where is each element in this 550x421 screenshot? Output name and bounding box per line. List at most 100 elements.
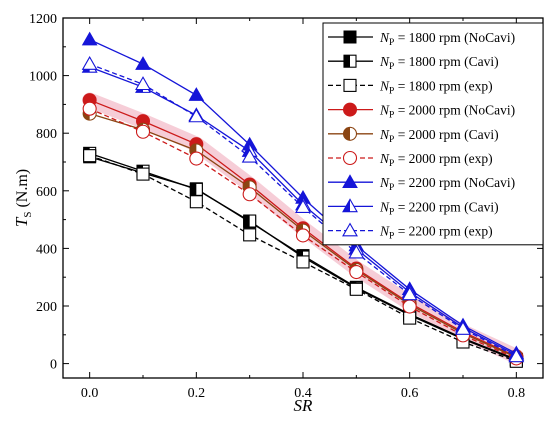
legend-label-rest: = 2000 rpm (NoCavi) [394, 103, 515, 118]
series-3 [83, 149, 523, 368]
legend-label: NP = 2200 rpm (exp) [379, 224, 493, 242]
marker-shape [82, 101, 97, 116]
marker-shape [295, 199, 311, 214]
legend-label-sub: P [389, 183, 394, 193]
marker-half-fill [190, 183, 197, 196]
legend-entry: NP = 2000 rpm (Cavi) [328, 126, 499, 145]
axes: 0.0 0.2 0.4 0.6 0.8 0 200 400 600 800 1000 1200 SR TS… [12, 12, 543, 415]
marker-shape [81, 31, 98, 46]
data-point [295, 228, 311, 243]
marker-shape [189, 195, 203, 209]
legend-label-sub: P [389, 232, 394, 242]
data-point [189, 195, 203, 209]
marker-shape [342, 222, 358, 237]
marker-shape [189, 151, 204, 166]
data-point [83, 149, 97, 163]
legend-label-symbol: N [379, 199, 390, 214]
legend-label-rest: = 2200 rpm (NoCavi) [394, 175, 515, 190]
marker-shape [188, 108, 205, 123]
y-tick-label: 0 [50, 358, 57, 373]
legend-label-sub: P [389, 38, 394, 48]
legend-label-sub: P [389, 207, 394, 217]
y-tick-label: 1200 [29, 12, 57, 27]
legend-label: NP = 1800 rpm (exp) [379, 78, 493, 96]
marker-half-fill [243, 215, 250, 228]
legend-entry: NP = 2000 rpm (exp) [328, 150, 493, 169]
series-line [89, 155, 517, 362]
marker-shape [342, 150, 358, 166]
legend-marker [342, 126, 358, 141]
legend-label-sub: P [389, 159, 394, 169]
data-point [135, 56, 151, 70]
data-point [135, 124, 151, 139]
data-point [188, 108, 205, 123]
data-point [135, 76, 151, 91]
data-point [81, 31, 98, 46]
marker-shape [349, 282, 363, 296]
data-point [349, 264, 364, 280]
data-point [348, 244, 365, 259]
y-axis-title: TS (N.m) [12, 169, 34, 227]
y-tick-label: 1000 [29, 70, 57, 85]
legend-entry: NP = 1800 rpm (Cavi) [328, 54, 499, 72]
legend-marker [342, 198, 358, 213]
legend-entry: NP = 1800 rpm (exp) [328, 78, 493, 96]
legend-label-rest: = 2200 rpm (exp) [394, 224, 492, 239]
legend-label-symbol: N [379, 127, 390, 142]
legend-marker [343, 78, 357, 92]
x-tick-label: 0.2 [188, 386, 206, 401]
legend-label: NP = 2200 rpm (Cavi) [379, 199, 499, 217]
legend-marker [342, 222, 358, 237]
marker-half-fill [343, 199, 350, 212]
marker-shape [455, 320, 471, 335]
marker-shape [188, 87, 205, 101]
y-tick-label: 800 [36, 127, 57, 142]
legend-label-symbol: N [379, 103, 390, 118]
y-axis-title-unit: (N.m) [14, 169, 31, 212]
series-layer [81, 31, 525, 368]
marker-shape [242, 187, 257, 202]
marker-shape [81, 55, 98, 70]
marker-shape [135, 124, 151, 139]
data-point [243, 214, 257, 228]
marker-shape [348, 244, 365, 259]
legend-entry: NP = 1800 rpm (NoCavi) [328, 30, 515, 48]
y-tick-label: 200 [36, 300, 57, 315]
x-tick-label: 0.8 [508, 386, 526, 401]
data-point [242, 187, 257, 202]
marker-shape [296, 255, 310, 269]
legend-label-sub: P [389, 62, 394, 72]
legend-label: NP = 2000 rpm (exp) [379, 151, 493, 169]
data-point [403, 311, 417, 325]
legend-marker [342, 150, 358, 166]
data-point [188, 87, 205, 101]
marker-shape [508, 348, 525, 363]
legend-label-symbol: N [379, 224, 390, 239]
data-point [295, 199, 311, 214]
data-point [189, 182, 203, 196]
marker-shape [135, 76, 151, 91]
marker-shape [343, 102, 357, 117]
data-point [82, 101, 97, 116]
marker-shape [243, 228, 257, 242]
y-tick-label: 400 [36, 242, 57, 257]
marker-shape [349, 264, 364, 280]
x-tick-label: 0.0 [81, 386, 99, 401]
legend-label: NP = 1800 rpm (Cavi) [379, 54, 499, 72]
legend-label-symbol: N [379, 78, 390, 93]
legend-label: NP = 2000 rpm (NoCavi) [379, 103, 515, 121]
legend-label: NP = 2000 rpm (Cavi) [379, 127, 499, 145]
data-point [189, 151, 204, 166]
marker-shape [401, 286, 418, 301]
legend-marker [343, 54, 357, 68]
data-point [296, 255, 310, 269]
legend-label-symbol: N [379, 54, 390, 69]
marker-shape [295, 228, 311, 243]
marker-shape [402, 299, 417, 314]
legend-label-rest: = 1800 rpm (exp) [394, 78, 492, 93]
data-point [136, 167, 150, 181]
legend-entry: NP = 2200 rpm (Cavi) [328, 198, 499, 217]
legend-entry: NP = 2200 rpm (NoCavi) [328, 174, 515, 193]
legend-label-rest: = 1800 rpm (NoCavi) [394, 30, 515, 45]
